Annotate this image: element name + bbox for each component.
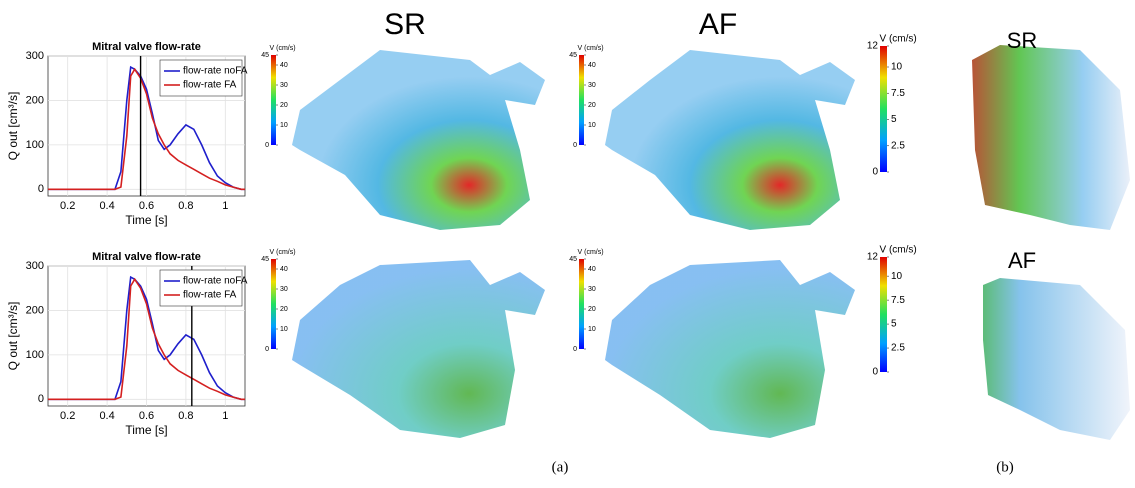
x-tick-label: 0.4 — [99, 410, 114, 422]
colorbar-title: V (cm/s) — [578, 45, 604, 52]
colorbar — [880, 257, 887, 372]
colorbar-tick-label: 10 — [280, 122, 288, 129]
legend-label: flow-rate FA — [183, 290, 237, 301]
y-tick-label: 100 — [26, 139, 44, 151]
flow-images — [292, 45, 1130, 440]
colorbar-title: V (cm/s) — [270, 249, 296, 256]
x-axis-label: Time [s] — [125, 423, 167, 437]
colorbar-title: V (cm/s) — [270, 45, 296, 52]
colorbar-tick-label: 7.5 — [891, 88, 905, 99]
caption: (a) — [552, 459, 569, 475]
colorbar-tick-label: 5 — [891, 319, 897, 330]
colorbar — [271, 259, 276, 349]
colorbar-tick-label: 20 — [280, 306, 288, 313]
panel-heading: AF — [699, 8, 737, 41]
colorbar-tick-label: 10 — [588, 326, 596, 333]
colorbar-tick-label: 10 — [891, 62, 903, 73]
colorbar-tick-label: 45 — [261, 256, 269, 263]
colorbar-tick-label: 30 — [280, 82, 288, 89]
colorbar-tick-label: 2.5 — [891, 140, 905, 151]
colorbar-tick-label: 40 — [280, 62, 288, 69]
colorbar-tick-label: 45 — [569, 52, 577, 59]
x-tick-label: 0.2 — [60, 410, 75, 422]
y-axis-label: Q out [cm³/s] — [6, 302, 20, 371]
colorbar-tick-label: 20 — [588, 306, 596, 313]
colorbar-title: V (cm/s) — [880, 245, 917, 256]
colorbar-tick-label: 0 — [265, 142, 269, 149]
colorbar-tick-label: 0 — [872, 367, 878, 378]
colorbar-tick-label: 0 — [872, 167, 878, 178]
y-tick-label: 100 — [26, 349, 44, 361]
colorbar-title: V (cm/s) — [880, 34, 917, 45]
y-tick-label: 0 — [38, 183, 44, 195]
colorbar — [271, 55, 276, 145]
legend-label: flow-rate FA — [183, 80, 237, 91]
colorbar-tick-label: 10 — [588, 122, 596, 129]
panel-heading: SR — [384, 8, 426, 41]
colorbar — [579, 55, 584, 145]
colorbar-tick-label: 20 — [280, 102, 288, 109]
colorbar-tick-label: 45 — [569, 256, 577, 263]
y-tick-label: 300 — [26, 260, 44, 272]
y-tick-label: 200 — [26, 94, 44, 106]
x-tick-label: 0.6 — [139, 410, 154, 422]
y-tick-label: 0 — [38, 393, 44, 405]
colorbar-tick-label: 12 — [867, 252, 879, 263]
colorbar-tick-label: 30 — [280, 286, 288, 293]
caption: (b) — [996, 459, 1014, 475]
panel-heading: SR — [1007, 28, 1038, 53]
colorbar — [880, 46, 887, 172]
figure: 0.20.40.60.810100200300Mitral valve flow… — [0, 0, 1135, 483]
y-tick-label: 200 — [26, 304, 44, 316]
x-axis-label: Time [s] — [125, 213, 167, 227]
colorbar-tick-label: 12 — [867, 41, 879, 52]
colorbar-tick-label: 7.5 — [891, 295, 905, 306]
colorbar-tick-label: 5 — [891, 114, 897, 125]
chart-title: Mitral valve flow-rate — [92, 41, 201, 53]
x-tick-label: 0.8 — [178, 410, 193, 422]
colorbar-tick-label: 0 — [573, 142, 577, 149]
x-tick-label: 1 — [222, 410, 228, 422]
colorbar-tick-label: 30 — [588, 286, 596, 293]
colorbar-tick-label: 0 — [573, 346, 577, 353]
x-tick-label: 0.6 — [139, 200, 154, 212]
colorbar-tick-label: 10 — [280, 326, 288, 333]
colorbar-tick-label: 10 — [891, 271, 903, 282]
colorbar-tick-label: 2.5 — [891, 343, 905, 354]
colorbar-tick-label: 30 — [588, 82, 596, 89]
colorbar-title: V (cm/s) — [578, 249, 604, 256]
colorbar-tick-label: 40 — [280, 266, 288, 273]
colorbar-tick-label: 0 — [265, 346, 269, 353]
x-tick-label: 0.4 — [99, 200, 114, 212]
colorbar-tick-label: 20 — [588, 102, 596, 109]
colorbar — [579, 259, 584, 349]
y-axis-label: Q out [cm³/s] — [6, 92, 20, 161]
colorbar-tick-label: 40 — [588, 266, 596, 273]
legend-label: flow-rate noFA — [183, 276, 248, 287]
chart-title: Mitral valve flow-rate — [92, 251, 201, 263]
x-tick-label: 0.2 — [60, 200, 75, 212]
x-tick-label: 0.8 — [178, 200, 193, 212]
legend-label: flow-rate noFA — [183, 66, 248, 77]
colorbar-tick-label: 40 — [588, 62, 596, 69]
x-tick-label: 1 — [222, 200, 228, 212]
panel-heading: AF — [1008, 248, 1036, 273]
colorbar-tick-label: 45 — [261, 52, 269, 59]
y-tick-label: 300 — [26, 50, 44, 62]
